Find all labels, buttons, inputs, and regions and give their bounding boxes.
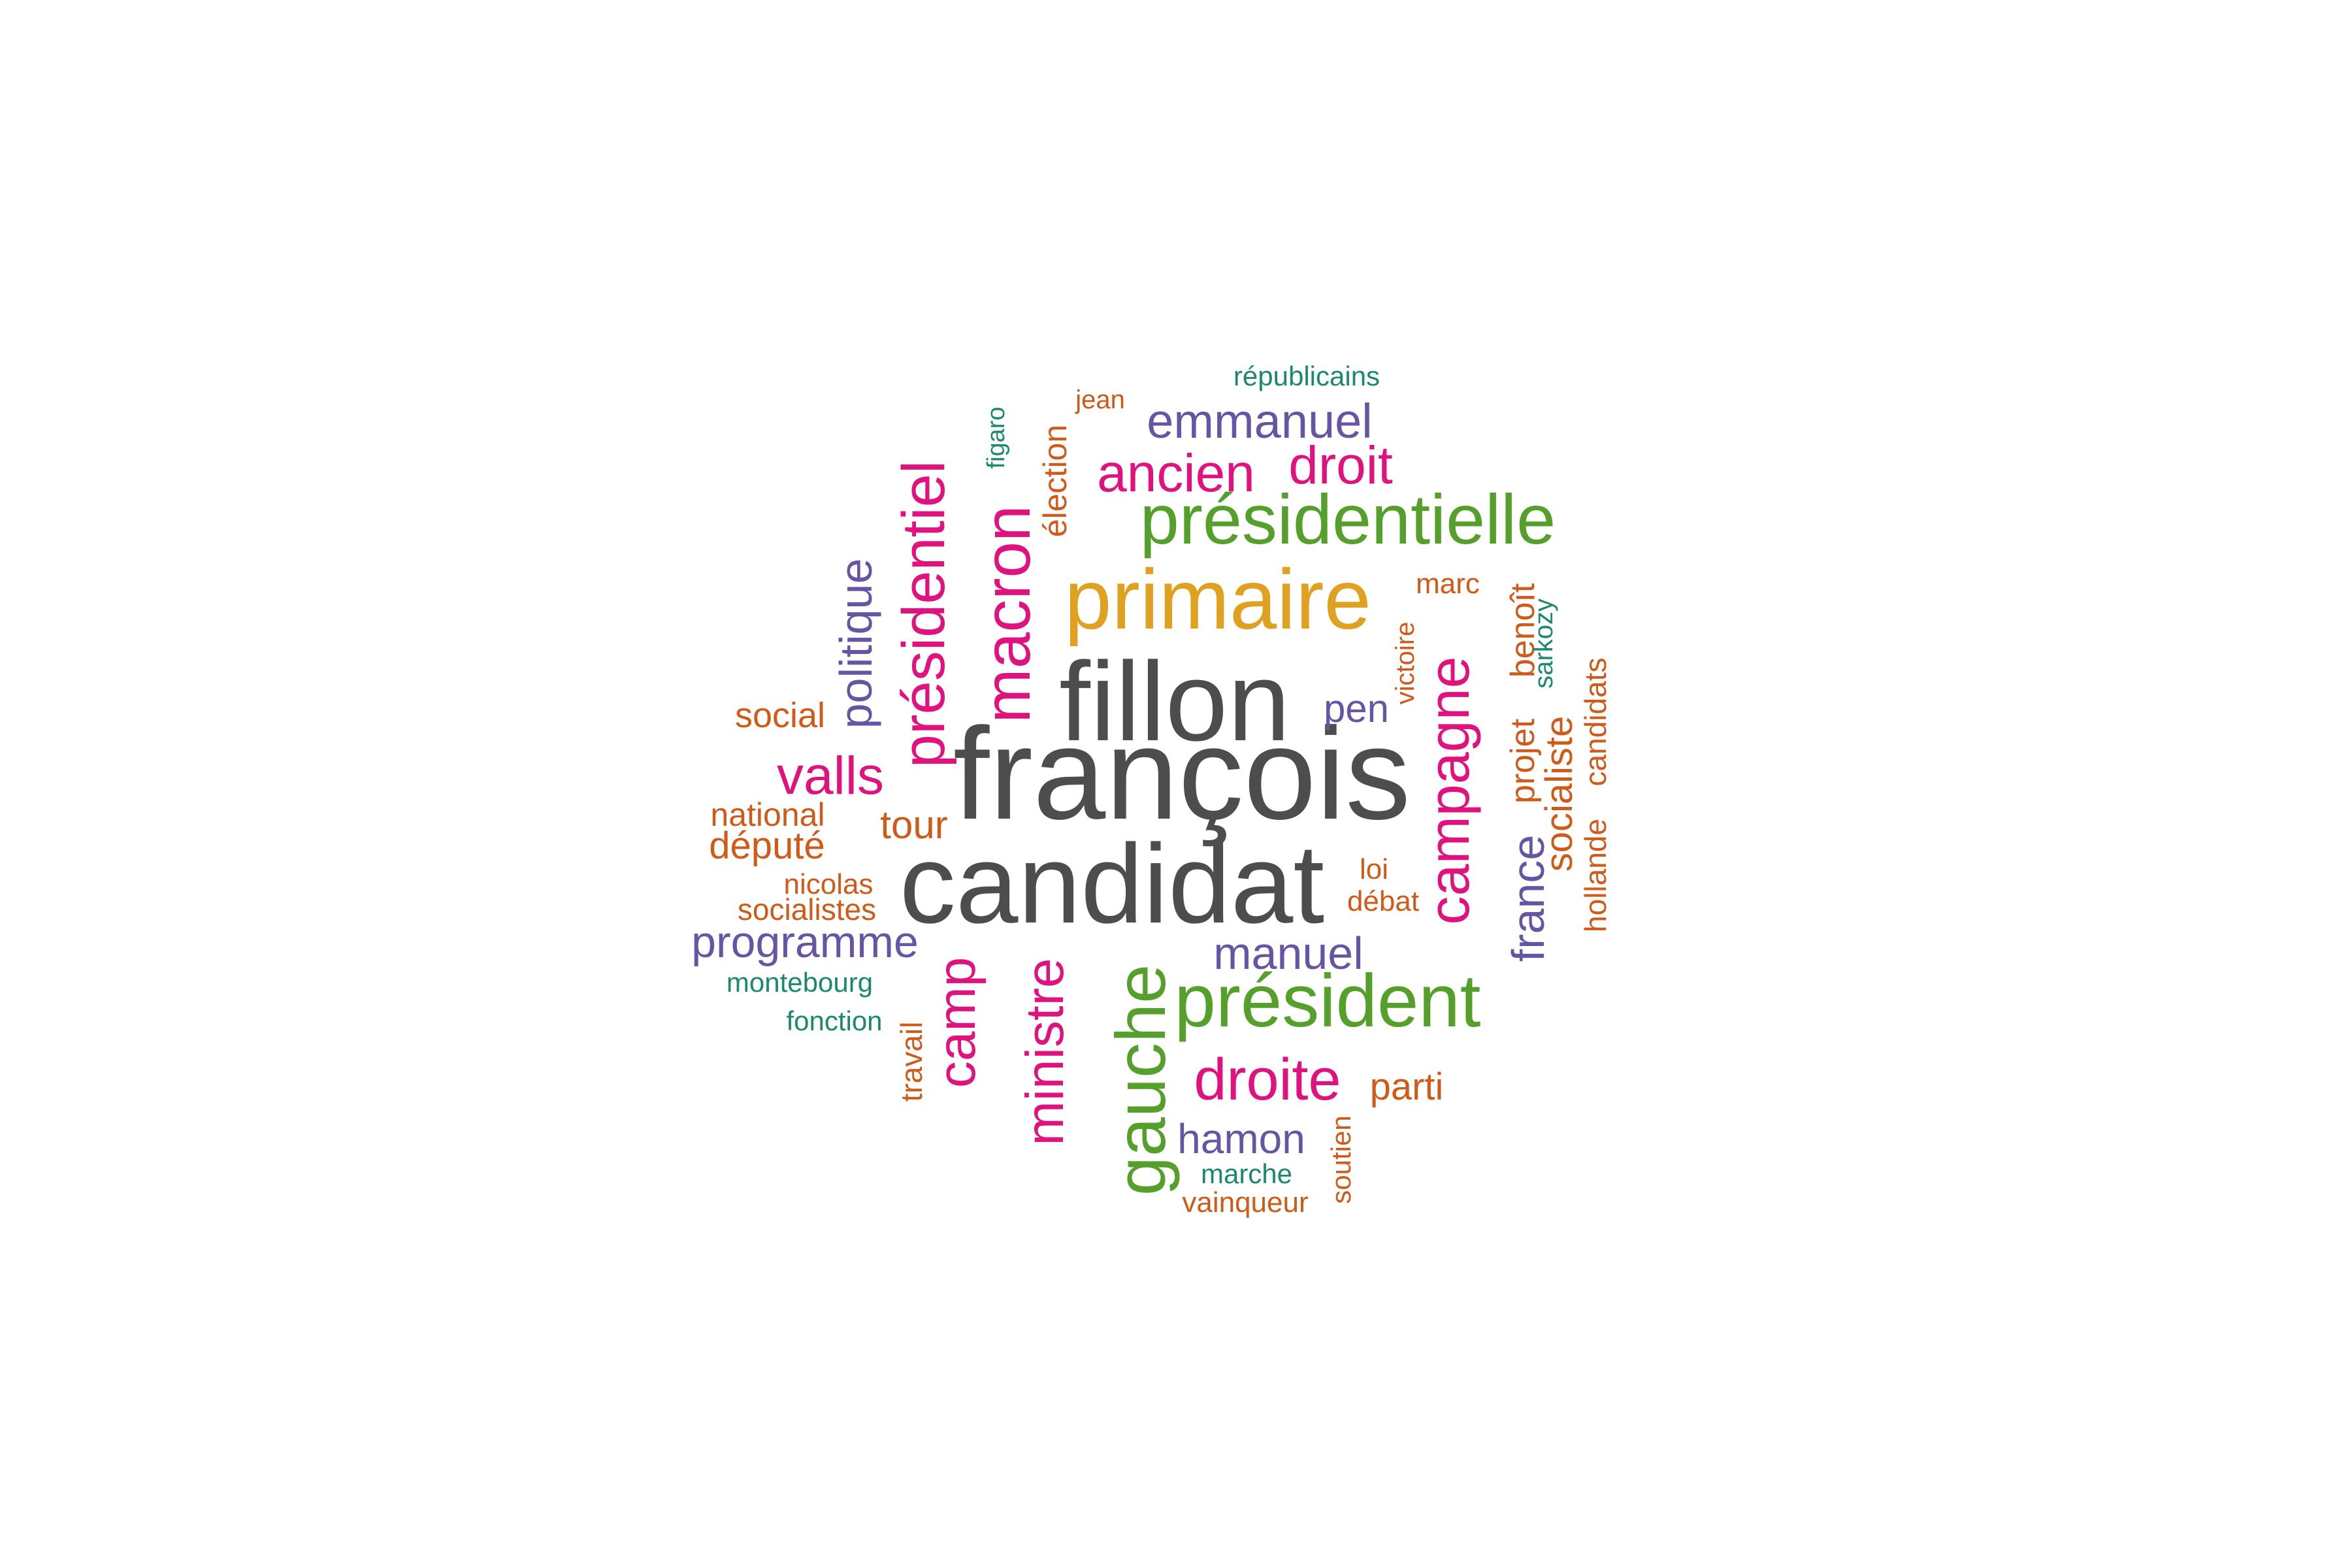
word-marche: marche — [1201, 1158, 1292, 1189]
word-soutien: soutien — [1326, 1115, 1356, 1203]
word-droite: droite — [1194, 1047, 1341, 1113]
word-primaire: primaire — [1064, 551, 1371, 647]
word-macron: macron — [971, 505, 1044, 723]
word-programme: programme — [691, 917, 919, 967]
word-emmanuel: emmanuel — [1147, 394, 1373, 448]
word-francois: françois — [953, 701, 1411, 847]
word-candidats: candidats — [1578, 658, 1612, 787]
word-candidat: candidat — [900, 821, 1324, 947]
word-hollande: hollande — [1578, 819, 1612, 932]
word-benoit: benoît — [1504, 583, 1542, 678]
word-camp: camp — [927, 957, 987, 1088]
word-pen: pen — [1324, 687, 1389, 730]
word-vainqueur: vainqueur — [1182, 1186, 1308, 1218]
word-montebourg: montebourg — [727, 967, 873, 998]
word-fonction: fonction — [786, 1005, 882, 1036]
word-figaro: figaro — [983, 406, 1010, 468]
word-valls: valls — [777, 746, 884, 806]
word-jean: jean — [1075, 385, 1125, 414]
word-politique: politique — [830, 559, 881, 729]
word-president: président — [1175, 960, 1481, 1043]
word-victoire: victoire — [1391, 622, 1420, 705]
word-loi: loi — [1360, 853, 1388, 885]
word-france: france — [1503, 835, 1554, 962]
word-droit: droit — [1288, 436, 1393, 495]
word-social: social — [735, 696, 825, 735]
word-projet: projet — [1504, 718, 1542, 804]
word-fillon: fillon — [1059, 639, 1290, 764]
word-election: élection — [1037, 425, 1073, 537]
word-gauche: gauche — [1101, 964, 1180, 1196]
word-ancien: ancien — [1097, 444, 1255, 503]
word-republicains: républicains — [1233, 361, 1380, 391]
word-depute: député — [709, 825, 825, 867]
word-parti: parti — [1370, 1066, 1444, 1108]
word-campagne: campagne — [1416, 657, 1481, 925]
word-presidentiel: présidentiel — [890, 461, 957, 768]
word-travail: travail — [894, 1022, 928, 1102]
word-hamon: hamon — [1177, 1115, 1305, 1162]
word-socialiste: socialiste — [1538, 716, 1580, 872]
word-presidentielle: présidentielle — [1140, 480, 1556, 559]
word-sarkozy: sarkozy — [1529, 598, 1558, 689]
word-nicolas: nicolas — [784, 868, 874, 900]
word-manuel: manuel — [1213, 928, 1364, 979]
word-debat: débat — [1347, 885, 1419, 917]
word-ministre: ministre — [1015, 958, 1075, 1145]
word-socialistes: socialistes — [738, 892, 876, 926]
word-marc: marc — [1416, 568, 1480, 600]
word-national: national — [710, 796, 825, 833]
word-tour: tour — [880, 803, 947, 847]
